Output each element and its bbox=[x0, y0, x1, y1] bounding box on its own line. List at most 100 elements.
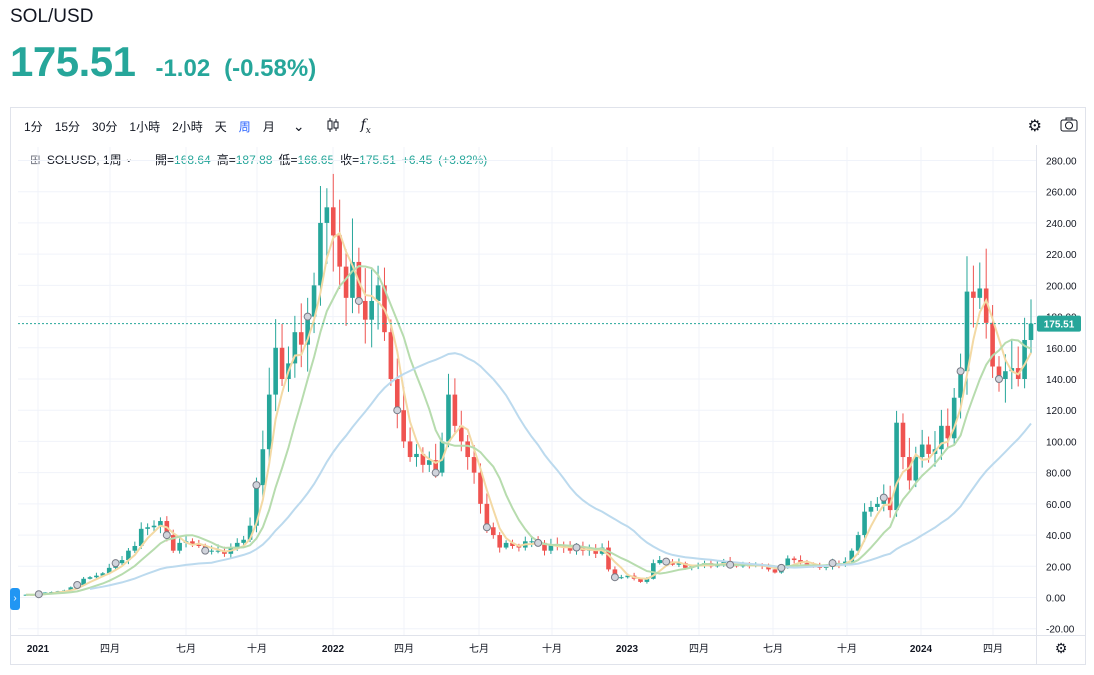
x-tick-label: 四月 bbox=[100, 643, 120, 655]
candle-body bbox=[337, 235, 342, 267]
gear-icon[interactable]: ⚙ bbox=[1027, 118, 1042, 135]
interval-month[interactable]: 月 bbox=[262, 119, 275, 134]
candle-body bbox=[644, 578, 650, 582]
candle-body bbox=[1003, 371, 1008, 379]
candle-body bbox=[1028, 323, 1034, 340]
event-marker bbox=[879, 493, 888, 502]
event-marker bbox=[777, 563, 786, 572]
candle-body bbox=[414, 453, 419, 458]
candle-body bbox=[298, 332, 304, 345]
x-tick-label: 四月 bbox=[394, 643, 414, 655]
legend-close: 175.51 bbox=[359, 152, 396, 167]
candle-body bbox=[94, 575, 99, 578]
candle-body bbox=[388, 332, 394, 379]
candle-body bbox=[247, 525, 253, 540]
event-marker bbox=[994, 375, 1003, 383]
interval-day[interactable]: 天 bbox=[214, 119, 227, 134]
candle-body bbox=[651, 563, 656, 579]
y-tick-label: 80.00 bbox=[1046, 469, 1071, 480]
last-price-tag bbox=[1037, 315, 1081, 332]
legend-change-percent: (+3.82%) bbox=[438, 152, 488, 167]
event-marker bbox=[354, 296, 363, 305]
candle-body bbox=[868, 506, 874, 512]
legend-toggle-icon[interactable]: ⊞ bbox=[30, 151, 41, 167]
y-tick-label: 220.00 bbox=[1046, 250, 1077, 261]
candle-body bbox=[785, 558, 791, 568]
candle-body bbox=[68, 587, 74, 591]
price-change-percent: (-0.58%) bbox=[224, 55, 317, 82]
left-panel-toggle[interactable]: › bbox=[10, 588, 20, 610]
event-marker bbox=[482, 523, 491, 532]
axis-settings-icon[interactable]: ⚙ bbox=[1055, 640, 1068, 656]
price-change: -1.02 bbox=[155, 55, 211, 82]
interval-1m[interactable]: 1分 bbox=[24, 119, 43, 134]
symbol-title: SOL/USD bbox=[10, 6, 94, 27]
x-tick-label: 七月 bbox=[176, 643, 196, 655]
candle-body bbox=[676, 563, 682, 565]
chevron-down-icon[interactable]: ⌄ bbox=[292, 117, 305, 134]
candle-body bbox=[791, 558, 797, 561]
candle-body bbox=[145, 527, 150, 529]
legend-high: 187.88 bbox=[235, 152, 273, 167]
candle-body bbox=[254, 485, 259, 526]
x-tick-label: 十月 bbox=[837, 642, 857, 655]
legend-change: +6.45 bbox=[401, 152, 433, 167]
candle-body bbox=[606, 547, 611, 570]
candle-body bbox=[951, 397, 957, 439]
y-tick-label: 100.00 bbox=[1046, 437, 1077, 448]
interval-1h[interactable]: 1小時 bbox=[129, 119, 161, 134]
candle-body bbox=[542, 542, 547, 551]
candle-body bbox=[964, 291, 970, 372]
candle-body bbox=[446, 394, 451, 442]
fx-icon[interactable]: fx bbox=[360, 116, 371, 136]
candle-body bbox=[990, 322, 995, 367]
candle-body bbox=[151, 525, 157, 528]
chart-frame bbox=[10, 107, 1086, 665]
candlestick-icon[interactable] bbox=[325, 117, 341, 136]
candle-body bbox=[273, 347, 278, 395]
candle-body bbox=[465, 441, 470, 458]
x-tick-label: 七月 bbox=[469, 643, 489, 655]
x-tick-label: 十月 bbox=[247, 642, 267, 655]
candle-body bbox=[138, 528, 144, 546]
event-marker bbox=[431, 468, 440, 477]
x-tick-label: 2021 bbox=[27, 644, 50, 655]
candle-body bbox=[87, 577, 93, 579]
candle-body bbox=[260, 449, 266, 486]
event-marker bbox=[34, 590, 43, 599]
candle-body bbox=[471, 457, 477, 473]
candle-body bbox=[875, 503, 880, 507]
candle-body bbox=[170, 535, 176, 551]
candle-body bbox=[548, 544, 554, 551]
candle-body bbox=[593, 549, 599, 554]
y-tick-label: 20.00 bbox=[1046, 562, 1071, 573]
candle-body bbox=[196, 544, 202, 546]
candle-body bbox=[279, 347, 285, 379]
candle-body bbox=[619, 577, 624, 579]
candle-body bbox=[772, 569, 778, 573]
candle-body bbox=[394, 379, 400, 411]
candle-body bbox=[971, 291, 976, 298]
candle-body bbox=[1022, 339, 1027, 379]
candle-body bbox=[484, 503, 490, 528]
candle-body bbox=[458, 425, 464, 442]
candle-body bbox=[241, 539, 246, 543]
chevron-down-icon[interactable]: ⌄ bbox=[124, 154, 133, 165]
interval-2h[interactable]: 2小時 bbox=[172, 119, 203, 134]
candle-body bbox=[324, 207, 330, 223]
candle-body bbox=[420, 453, 426, 465]
interval-week[interactable]: 周 bbox=[238, 119, 251, 134]
candle-body bbox=[132, 545, 138, 551]
candle-body bbox=[215, 550, 221, 552]
candle-body bbox=[490, 527, 496, 536]
event-marker bbox=[662, 557, 671, 566]
candle-body bbox=[919, 444, 925, 458]
interval-15m[interactable]: 15分 bbox=[54, 119, 81, 134]
y-tick-label: 160.00 bbox=[1046, 344, 1077, 355]
interval-30m[interactable]: 30分 bbox=[92, 119, 118, 134]
ma-short-line bbox=[25, 231, 1032, 596]
legend-low: 166.65 bbox=[297, 152, 335, 167]
camera-icon[interactable] bbox=[1060, 116, 1078, 137]
event-marker bbox=[828, 559, 837, 568]
